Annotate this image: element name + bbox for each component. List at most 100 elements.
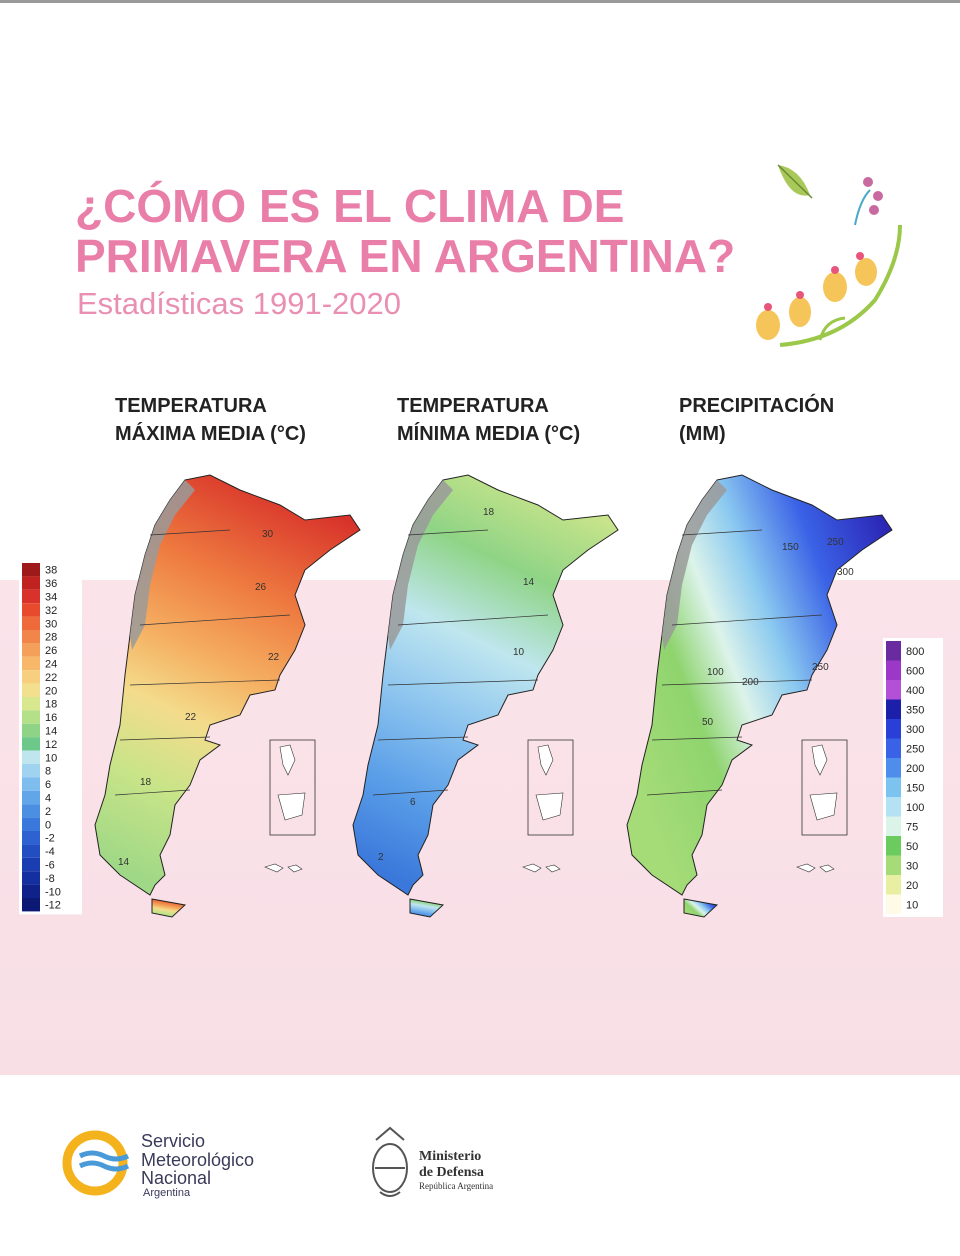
- province-border: [387, 679, 539, 686]
- map-title: TEMPERATURA: [115, 395, 267, 417]
- province-border: [139, 614, 291, 626]
- ministry-text: de Defensa: [419, 1165, 484, 1180]
- legend-swatch: [22, 630, 40, 644]
- inset-box: [269, 739, 316, 836]
- legend-label: 30: [45, 618, 57, 630]
- contour-label: 250: [812, 662, 829, 673]
- legend-label: 6: [45, 779, 51, 791]
- legend-swatch: [22, 683, 40, 697]
- contour-label: 18: [483, 507, 495, 518]
- title: PRIMAVERA EN ARGENTINA?: [75, 230, 735, 282]
- map: 18 14 10 6 2: [352, 474, 619, 918]
- smn-logo: [62, 1130, 130, 1196]
- map: 150 250 300 250 200 100 50: [626, 474, 893, 918]
- province-border: [651, 736, 743, 741]
- legend-swatch: [886, 719, 901, 739]
- contour-label: 50: [702, 717, 714, 728]
- legend-label: 36: [45, 578, 57, 590]
- contour-label: 200: [742, 677, 759, 688]
- province-border: [407, 529, 489, 536]
- province-border: [397, 614, 549, 626]
- legend-label: -10: [45, 886, 61, 898]
- legend-swatch: [22, 857, 40, 872]
- legend: 38363432302826242220181614121086420-2-4-…: [19, 560, 82, 915]
- map-title: MÍNIMA MEDIA (°C): [397, 422, 580, 445]
- islands: [264, 863, 303, 873]
- smn-text: Servicio: [141, 1131, 205, 1151]
- legend-swatch: [22, 723, 40, 738]
- legend-swatch: [22, 817, 40, 831]
- legend: 800 600 400 350 300 250 200 150 100 75 50 30 20 10: [883, 638, 943, 917]
- legend-label: -12: [45, 900, 61, 912]
- legend-swatch: [886, 641, 901, 661]
- province-border: [681, 529, 763, 536]
- province-border: [129, 679, 281, 686]
- legend-label: -4: [45, 846, 55, 858]
- contour-label: 26: [255, 582, 267, 593]
- province-border: [119, 736, 211, 741]
- legend-swatch: [22, 670, 40, 684]
- legend-label: -6: [45, 860, 55, 872]
- legend-swatch: [22, 737, 40, 751]
- province-border: [661, 679, 813, 686]
- legend-label: 200: [906, 763, 924, 775]
- legend-label: 10: [45, 752, 57, 764]
- legend-label: 38: [45, 565, 57, 577]
- legend-swatch: [22, 656, 40, 671]
- province-border: [646, 789, 723, 796]
- legend-swatch: [22, 616, 40, 630]
- flower-decoration: [756, 164, 902, 347]
- legend-swatch: [22, 710, 40, 724]
- islands: [796, 863, 835, 873]
- legend-label: 0: [45, 819, 51, 831]
- legend-label: 150: [906, 782, 924, 794]
- smn-text: Nacional: [141, 1168, 211, 1188]
- legend-swatch: [886, 660, 901, 680]
- contour-label: 250: [827, 537, 844, 548]
- inset-box: [801, 739, 848, 836]
- province-border: [114, 789, 191, 796]
- legend-label: 2: [45, 806, 51, 818]
- map-title: PRECIPITACIÓN: [679, 393, 834, 417]
- contour-label: 150: [782, 542, 799, 553]
- legend-label: 4: [45, 793, 51, 805]
- legend-label: 16: [45, 712, 57, 724]
- legend-label: 400: [906, 685, 924, 697]
- legend-swatch: [886, 699, 901, 719]
- contour-label: 14: [523, 577, 535, 588]
- map-title: MÁXIMA MEDIA (°C): [115, 422, 306, 445]
- legend-label: 22: [45, 672, 57, 684]
- inset-map: [535, 744, 564, 821]
- legend-label: 24: [45, 659, 57, 671]
- map: 30 26 22 22 18 14: [94, 474, 361, 918]
- title: ¿CÓMO ES EL CLIMA DE: [75, 180, 624, 232]
- legend-swatch: [22, 804, 40, 818]
- legend-label: 600: [906, 665, 924, 677]
- legend-label: 300: [906, 724, 924, 736]
- legend-label: 18: [45, 699, 57, 711]
- legend-label: 30: [906, 860, 918, 872]
- legend-label: 12: [45, 739, 57, 751]
- legend-swatch: [22, 603, 40, 617]
- legend-label: 10: [906, 899, 918, 911]
- legend-label: -2: [45, 833, 55, 845]
- legend-swatch: [22, 643, 40, 657]
- legend-swatch: [22, 750, 40, 764]
- ministry-emblem: [372, 1126, 408, 1197]
- smn-text: Argentina: [143, 1187, 191, 1199]
- legend-label: 8: [45, 766, 51, 778]
- legend-label: 250: [906, 743, 924, 755]
- ministry-text: Ministerio: [419, 1149, 481, 1164]
- legend-swatch: [22, 563, 40, 577]
- legend-label: 26: [45, 645, 57, 657]
- contour-label: 30: [262, 529, 274, 540]
- contour-label: 22: [268, 652, 280, 663]
- legend-swatch: [22, 831, 40, 845]
- legend-swatch: [22, 764, 40, 778]
- province-border: [149, 529, 231, 536]
- legend-label: 800: [906, 646, 924, 658]
- legend-label: 75: [906, 821, 918, 833]
- province-border: [671, 614, 823, 626]
